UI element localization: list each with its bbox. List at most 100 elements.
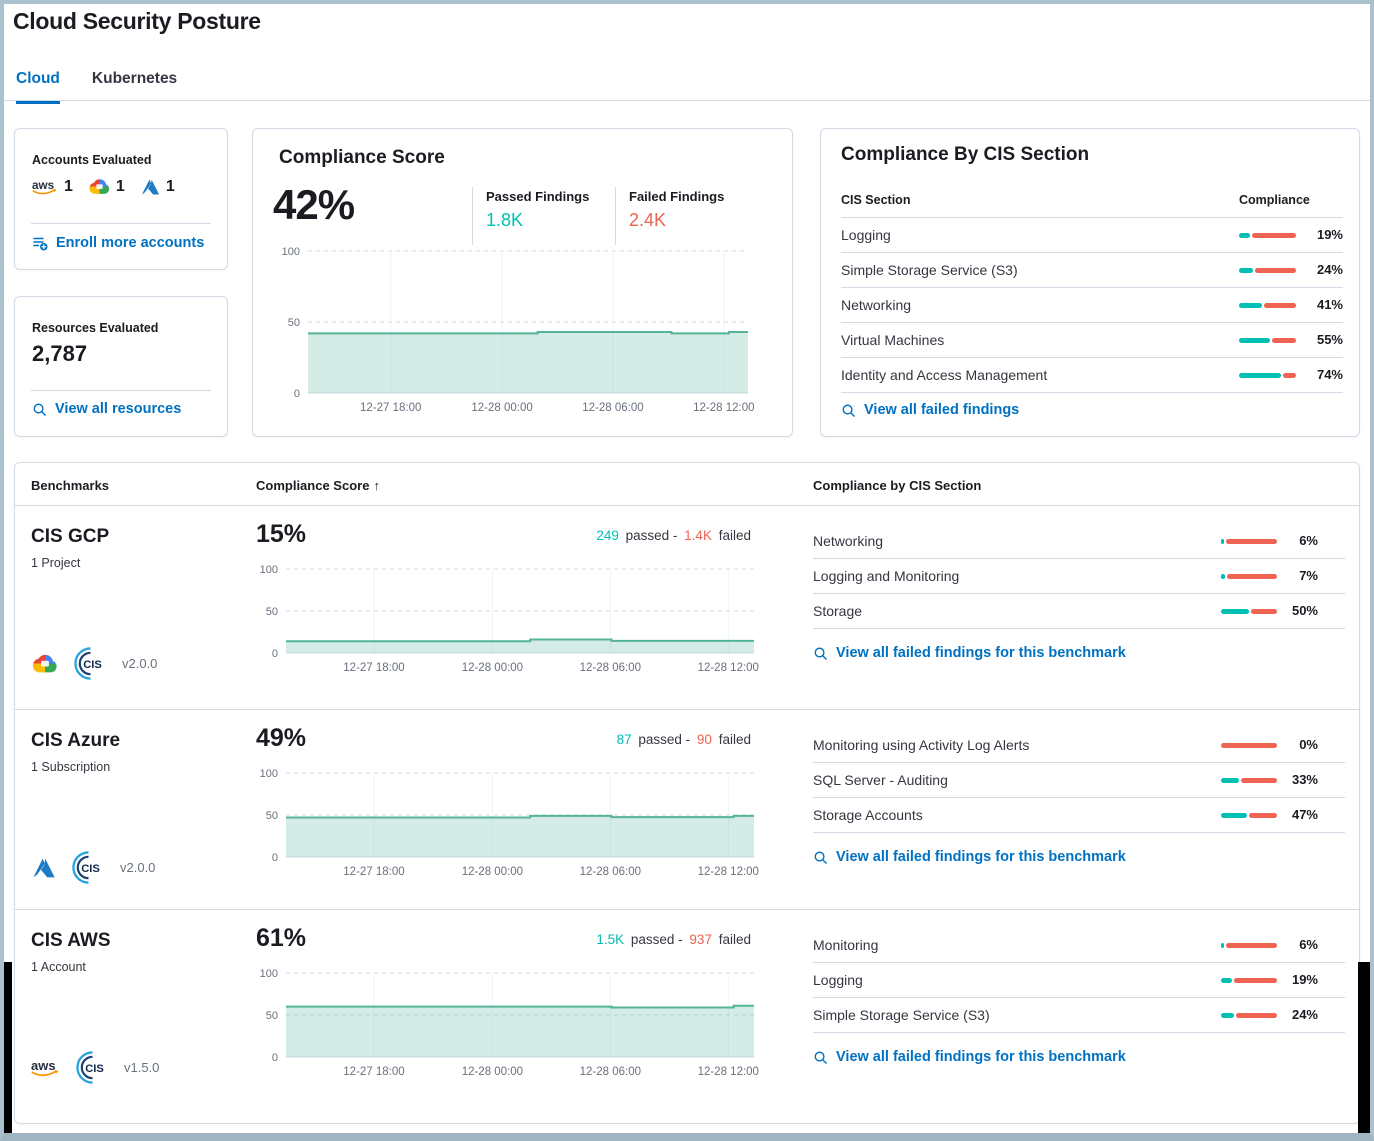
- tab-kubernetes[interactable]: Kubernetes: [91, 70, 178, 87]
- svg-text:12-28 12:00: 12-28 12:00: [698, 866, 759, 878]
- svg-text:100: 100: [282, 246, 300, 258]
- cis-section-name: Simple Storage Service (S3): [841, 262, 1018, 278]
- svg-text:12-28 00:00: 12-28 00:00: [462, 1066, 523, 1078]
- benchmark-score-cell: 15% 249 passed - 1.4K failed 12-27 18:00…: [256, 506, 761, 709]
- compliance-column-header: Compliance: [1239, 193, 1310, 207]
- compliance-score-value: 42%: [273, 181, 355, 228]
- card-divider: [31, 390, 211, 391]
- benchmark-passed-failed: 1.5K passed - 937 failed: [593, 932, 751, 947]
- accounts-providers: aws 1 1 1: [32, 177, 175, 196]
- view-all-failed-findings-link[interactable]: View all failed findings: [841, 402, 1019, 418]
- compliance-bar: [1239, 303, 1296, 308]
- cis-table-header: CIS Section Compliance: [841, 189, 1343, 218]
- benchmark-trend-chart: 12-27 18:00 12-28 00:00 12-28 06:00 12-28 1…: [256, 561, 760, 683]
- benchmark-info: CIS Azure 1 Subscription CIS v2.0.0: [31, 710, 251, 909]
- compliance-pct: 19%: [1291, 972, 1318, 987]
- svg-text:100: 100: [260, 968, 278, 980]
- view-failed-findings-benchmark-link[interactable]: View all failed findings for this benchm…: [813, 1049, 1345, 1065]
- svg-text:12-27 18:00: 12-27 18:00: [343, 866, 404, 878]
- svg-text:100: 100: [260, 768, 278, 780]
- compliance-score-title: Compliance Score: [279, 147, 445, 168]
- view-all-resources-link[interactable]: View all resources: [32, 401, 181, 417]
- failed-count: 90: [696, 732, 712, 747]
- cis-logo-icon: CIS: [76, 1051, 104, 1084]
- magnifier-icon: [814, 851, 827, 864]
- passed-count: 249: [596, 528, 619, 543]
- cis-section-row: Identity and Access Management 74%: [841, 358, 1343, 393]
- svg-text:CIS: CIS: [81, 863, 100, 875]
- compliance-bar: [1221, 778, 1277, 783]
- cis-section-name: Storage: [813, 603, 863, 619]
- benchmark-info: CIS AWS 1 Account aws CIS v1.5.0: [31, 910, 251, 1109]
- compliance-bar: [1221, 943, 1277, 948]
- svg-text:0: 0: [272, 648, 278, 660]
- compliance-bar: [1221, 574, 1277, 579]
- cis-section-name: Networking: [813, 533, 884, 549]
- compliance-pct: 74%: [1316, 367, 1343, 382]
- resources-evaluated-count: 2,787: [32, 341, 88, 366]
- benchmark-row-cis-gcp: CIS GCP 1 Project CIS v2.0.0 15% 249 pas…: [15, 506, 1359, 709]
- benchmark-version: v2.0.0: [120, 860, 156, 875]
- svg-text:12-28 06:00: 12-28 06:00: [580, 866, 641, 878]
- svg-text:12-28 00:00: 12-28 00:00: [462, 866, 523, 878]
- card-divider: [31, 223, 211, 224]
- compliance-pct: 6%: [1299, 937, 1318, 952]
- svg-text:12-28 06:00: 12-28 06:00: [582, 402, 643, 414]
- tabs-divider: [4, 100, 1370, 101]
- failed-count: 937: [689, 932, 712, 947]
- benchmark-passed-failed: 87 passed - 90 failed: [614, 732, 751, 747]
- azure-account: 1: [140, 178, 175, 196]
- magnifier-icon: [814, 647, 827, 660]
- benchmark-logos: aws CIS v1.5.0: [31, 1050, 159, 1085]
- svg-text:0: 0: [272, 1052, 278, 1064]
- cis-section-name: Identity and Access Management: [841, 367, 1048, 383]
- compliance-pct: 41%: [1316, 297, 1343, 312]
- compliance-score-column-header[interactable]: Compliance Score ↑: [256, 478, 380, 493]
- cis-section-table: CIS Section Compliance Logging 19% Simpl…: [841, 189, 1343, 393]
- cis-section-name: Monitoring: [813, 937, 879, 953]
- compliance-by-cis-section-card: Compliance By CIS Section CIS Section Co…: [820, 128, 1360, 437]
- failed-text: failed: [718, 932, 751, 947]
- tab-cloud[interactable]: Cloud: [16, 70, 60, 104]
- benchmark-name: CIS GCP: [31, 526, 110, 547]
- compliance-pct: 24%: [1291, 1007, 1318, 1022]
- cis-section-name: Storage Accounts: [813, 807, 923, 823]
- svg-text:0: 0: [294, 388, 300, 400]
- svg-text:50: 50: [266, 606, 278, 618]
- cis-section-name: Logging and Monitoring: [813, 568, 960, 584]
- svg-text:12-28 06:00: 12-28 06:00: [580, 1066, 641, 1078]
- svg-text:100: 100: [260, 564, 278, 576]
- failed-findings-label: Failed Findings: [629, 189, 725, 204]
- view-failed-findings-benchmark-label: View all failed findings for this benchm…: [836, 1049, 1126, 1065]
- benchmark-name: CIS Azure: [31, 730, 121, 751]
- view-all-resources-label: View all resources: [55, 401, 182, 417]
- cis-section-row: Monitoring 6%: [813, 928, 1345, 963]
- benchmark-subtitle: 1 Project: [31, 556, 81, 570]
- aws-account: aws 1: [32, 178, 73, 196]
- view-failed-findings-benchmark-link[interactable]: View all failed findings for this benchm…: [813, 645, 1345, 661]
- cis-logo-icon: CIS: [72, 851, 100, 884]
- screen-artifact-right: [1358, 962, 1370, 1133]
- benchmark-cis-sections: Monitoring 6% Logging 19% Simple Storage…: [813, 910, 1345, 1109]
- compliance-bar: [1239, 338, 1296, 343]
- cis-section-name: SQL Server - Auditing: [813, 772, 948, 788]
- cis-section-row: Logging 19%: [813, 963, 1345, 998]
- resources-evaluated-title: Resources Evaluated: [32, 321, 159, 335]
- gcp-account-count: 1: [115, 177, 125, 195]
- svg-text:12-28 12:00: 12-28 12:00: [698, 662, 759, 674]
- view-all-failed-findings-label: View all failed findings: [864, 402, 1020, 418]
- svg-text:CIS: CIS: [83, 659, 102, 671]
- svg-text:12-28 12:00: 12-28 12:00: [698, 1066, 759, 1078]
- enroll-more-accounts-link[interactable]: Enroll more accounts: [32, 235, 204, 251]
- azure-icon: [141, 179, 159, 195]
- page-title: Cloud Security Posture: [13, 8, 261, 34]
- view-failed-findings-benchmark-link[interactable]: View all failed findings for this benchm…: [813, 849, 1345, 865]
- enroll-more-accounts-label: Enroll more accounts: [56, 235, 205, 251]
- gcp-icon: [32, 654, 57, 673]
- passed-text: passed -: [638, 732, 691, 747]
- svg-text:aws: aws: [31, 1058, 56, 1073]
- cis-section-name: Virtual Machines: [841, 332, 945, 348]
- gcp-icon: [89, 179, 110, 194]
- cis-section-row: Monitoring using Activity Log Alerts 0%: [813, 728, 1345, 763]
- compliance-pct: 33%: [1291, 772, 1318, 787]
